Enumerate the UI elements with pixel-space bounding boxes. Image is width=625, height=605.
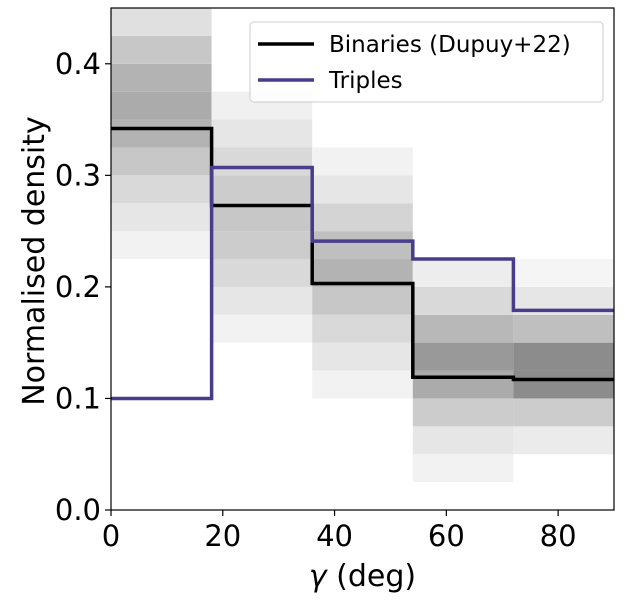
density-cell	[211, 231, 313, 259]
density-cell	[111, 119, 212, 148]
density-cell	[111, 231, 212, 259]
y-tick-label: 0.4	[55, 47, 101, 81]
density-cell	[412, 342, 514, 371]
step-series	[111, 126, 614, 401]
density-cell	[211, 119, 313, 148]
x-tick-label: 60	[428, 519, 465, 553]
density-cell	[312, 203, 413, 232]
density-cell	[312, 147, 413, 176]
density-cell	[513, 398, 614, 427]
density-cell	[312, 231, 413, 259]
density-cell	[513, 259, 614, 287]
x-tick-label: 40	[316, 519, 353, 553]
density-cell	[513, 370, 614, 399]
density-cell	[211, 203, 313, 232]
density-cell	[412, 314, 514, 343]
triples-step-line	[111, 165, 614, 401]
y-tick-label: 0.1	[55, 381, 101, 415]
y-tick-label: 0.3	[55, 158, 101, 192]
density-cell	[111, 175, 212, 204]
density-cell	[211, 314, 313, 343]
density-cell	[412, 398, 514, 427]
x-axis-label-symbol: γ	[309, 559, 329, 594]
x-tick-label: 0	[102, 519, 120, 553]
density-cell	[111, 35, 212, 64]
x-axis-label-unit: (deg)	[327, 559, 417, 594]
x-axis-label: γ (deg)	[309, 559, 416, 594]
density-cell	[111, 91, 212, 120]
density-cell	[513, 342, 614, 371]
y-axis: 0.0 0.1 0.2 0.3 0.4	[55, 47, 111, 527]
y-tick-label: 0.2	[55, 270, 101, 304]
density-cell	[111, 203, 212, 232]
density-cell	[412, 370, 514, 399]
density-cell	[211, 175, 313, 204]
density-cell	[412, 286, 514, 315]
x-tick-label: 80	[540, 519, 577, 553]
x-axis: 0 20 40 60 80	[102, 510, 577, 553]
legend-label: Binaries (Dupuy+22)	[329, 32, 571, 58]
density-cell	[412, 454, 514, 483]
y-axis-label: Normalised density	[17, 116, 52, 406]
density-cell	[211, 147, 313, 176]
density-cell	[312, 342, 413, 371]
y-tick-label: 0.0	[55, 493, 101, 527]
plot-area	[110, 7, 615, 511]
density-cell	[513, 314, 614, 343]
legend-box	[249, 21, 604, 103]
density-cell	[412, 426, 514, 455]
x-tick-label: 20	[204, 519, 241, 553]
density-cell	[111, 63, 212, 92]
density-cell	[312, 175, 413, 204]
axes-frame	[110, 7, 615, 511]
density-cell	[111, 8, 212, 36]
density-cell	[513, 426, 614, 455]
density-cell	[312, 286, 413, 315]
density-cell	[211, 286, 313, 315]
density-heatmap	[111, 8, 614, 483]
density-cell	[312, 314, 413, 343]
density-cell	[412, 259, 514, 287]
density-cell	[211, 259, 313, 287]
legend-label: Triples	[328, 68, 403, 94]
density-cell	[312, 370, 413, 399]
legend: Binaries (Dupuy+22) Triples	[249, 21, 604, 103]
density-cell	[111, 147, 212, 176]
